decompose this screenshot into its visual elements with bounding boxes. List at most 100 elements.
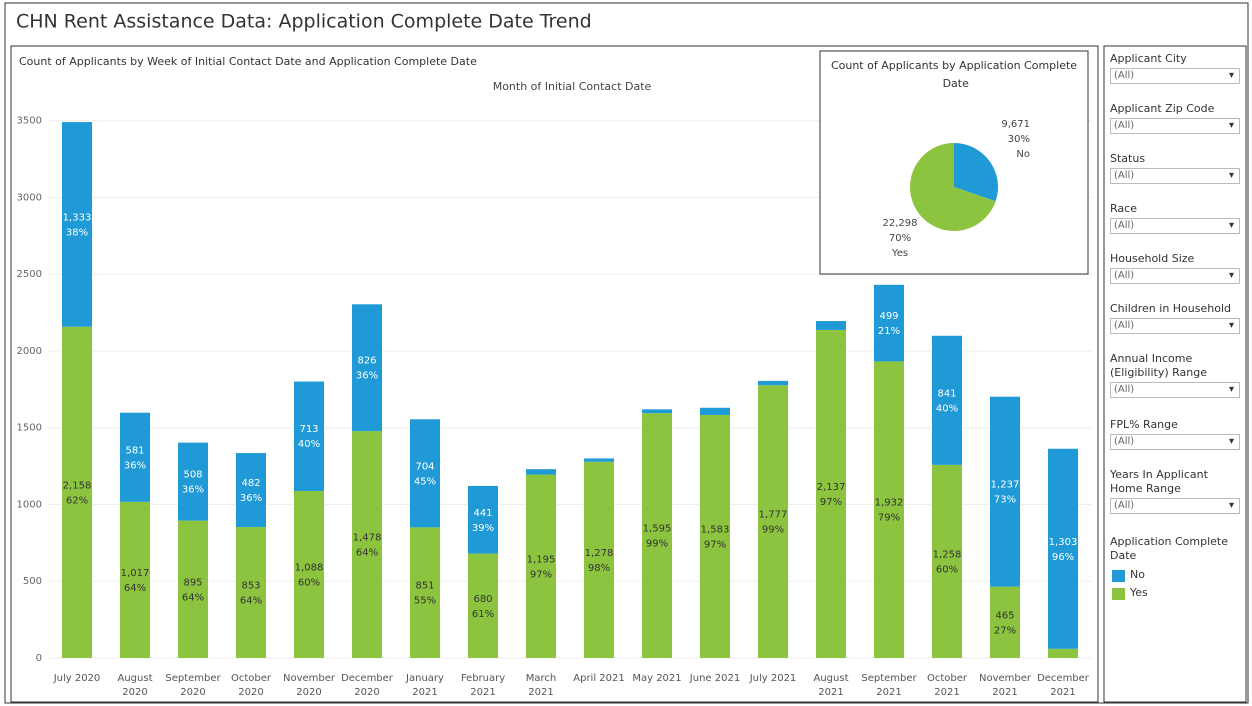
bar-segment [990, 586, 1020, 658]
percent-label: 79% [878, 513, 900, 524]
pie-category-label: Yes [891, 248, 908, 259]
legend-label: Yes [1130, 586, 1148, 599]
x-tick-label: November 2020 [282, 673, 336, 698]
x-tick-label: August 2021 [813, 673, 849, 698]
filter-label: Household Size [1110, 252, 1195, 265]
y-tick-label: 500 [23, 576, 42, 587]
bar-segment [236, 453, 266, 528]
value-label: 851 [415, 581, 434, 592]
pie-value-label: 22,298 [883, 218, 918, 229]
legend-swatch [1112, 570, 1125, 582]
x-tick-label: September 2021 [861, 673, 917, 698]
filter-dropdown[interactable]: (All) [1110, 68, 1240, 84]
value-label: 680 [473, 594, 492, 605]
percent-label: 38% [66, 227, 88, 238]
value-label: 508 [183, 470, 202, 481]
value-label: 1,777 [759, 510, 788, 521]
value-label: 465 [995, 610, 1014, 621]
legend-title: Application Complete Date [1110, 535, 1228, 562]
percent-label: 27% [994, 625, 1016, 636]
bar-segment [236, 527, 266, 658]
percent-label: 99% [646, 539, 668, 550]
value-label: 499 [879, 311, 898, 322]
percent-label: 97% [530, 569, 552, 580]
x-tick-label: May 2021 [632, 673, 682, 684]
bar-segment [178, 520, 208, 658]
y-tick-label: 3500 [17, 116, 42, 127]
y-tick-label: 2000 [17, 346, 42, 357]
filter-label: Annual Income (Eligibility) Range [1110, 352, 1208, 379]
filter-label: Children in Household [1110, 302, 1231, 315]
bar-segment [468, 553, 498, 658]
x-tick-label: October 2021 [926, 673, 968, 698]
filter-dropdown[interactable]: (All) [1110, 318, 1240, 334]
value-label: 2,137 [817, 482, 846, 493]
percent-label: 97% [820, 497, 842, 508]
filter-dropdown[interactable]: (All) [1110, 434, 1240, 450]
filter-label: Race [1110, 202, 1137, 215]
bar-segment [352, 431, 382, 658]
percent-label: 60% [936, 564, 958, 575]
percent-label: 73% [994, 495, 1016, 506]
chart-frame [10, 45, 1099, 703]
value-label: 895 [183, 577, 202, 588]
percent-label: 40% [298, 439, 320, 450]
x-tick-label: July 2021 [749, 673, 797, 684]
percent-label: 62% [66, 495, 88, 506]
filter-label: Applicant City [1110, 52, 1187, 65]
filter-dropdown[interactable]: (All) [1110, 168, 1240, 184]
x-tick-label: November 2021 [978, 673, 1032, 698]
value-label: 853 [241, 581, 260, 592]
percent-label: 60% [298, 577, 320, 588]
bar-segment [62, 122, 92, 327]
bar-title: Count of Applicants by Week of Initial C… [19, 55, 477, 68]
y-tick-label: 3000 [17, 192, 42, 203]
value-label: 1,017 [121, 568, 150, 579]
value-label: 1,278 [585, 548, 614, 559]
x-tick-label: September 2020 [165, 673, 221, 698]
bar-segment [352, 304, 382, 432]
filter-dropdown[interactable]: (All) [1110, 498, 1240, 514]
bar-segment [120, 501, 150, 658]
percent-label: 64% [182, 592, 204, 603]
filter-dropdown[interactable]: (All) [1110, 218, 1240, 234]
y-tick-label: 1000 [17, 499, 42, 510]
filter-dropdown[interactable]: (All) [1110, 268, 1240, 284]
percent-label: 21% [878, 326, 900, 337]
percent-label: 64% [356, 548, 378, 559]
bar-segment [758, 380, 788, 386]
value-label: 713 [299, 424, 318, 435]
value-label: 1,195 [527, 554, 556, 565]
y-tick-label: 1500 [17, 423, 42, 434]
pie-slice [910, 143, 996, 232]
percent-label: 39% [472, 523, 494, 534]
x-tick-label: December 2020 [341, 673, 393, 698]
value-label: 482 [241, 478, 260, 489]
x-tick-label: July 2020 [53, 673, 101, 684]
bar-segment [932, 335, 962, 465]
bar-segment [816, 329, 846, 658]
filter-frame [1103, 45, 1247, 703]
pie-percent-label: 70% [889, 233, 911, 244]
dashboard-title: CHN Rent Assistance Data: Application Co… [16, 11, 592, 33]
percent-label: 55% [414, 596, 436, 607]
bar-segment [526, 469, 556, 475]
value-label: 841 [937, 388, 956, 399]
bar-segment [700, 407, 730, 415]
bar-segment [584, 461, 614, 658]
filter-dropdown[interactable]: (All) [1110, 382, 1240, 398]
bar-segment [584, 458, 614, 462]
value-label: 441 [473, 508, 492, 519]
value-label: 1,595 [643, 524, 672, 535]
value-label: 704 [415, 461, 434, 472]
plot: 0 500 1000 1500 2000 2500 3000 3500 2,158 62% 1,33… [17, 116, 1092, 664]
outer-border [4, 2, 1249, 704]
value-label: 581 [125, 445, 144, 456]
percent-label: 36% [240, 493, 262, 504]
bar-segment [1048, 648, 1078, 658]
bar-segment [758, 385, 788, 658]
percent-label: 64% [124, 583, 146, 594]
filter-dropdown[interactable]: (All) [1110, 118, 1240, 134]
